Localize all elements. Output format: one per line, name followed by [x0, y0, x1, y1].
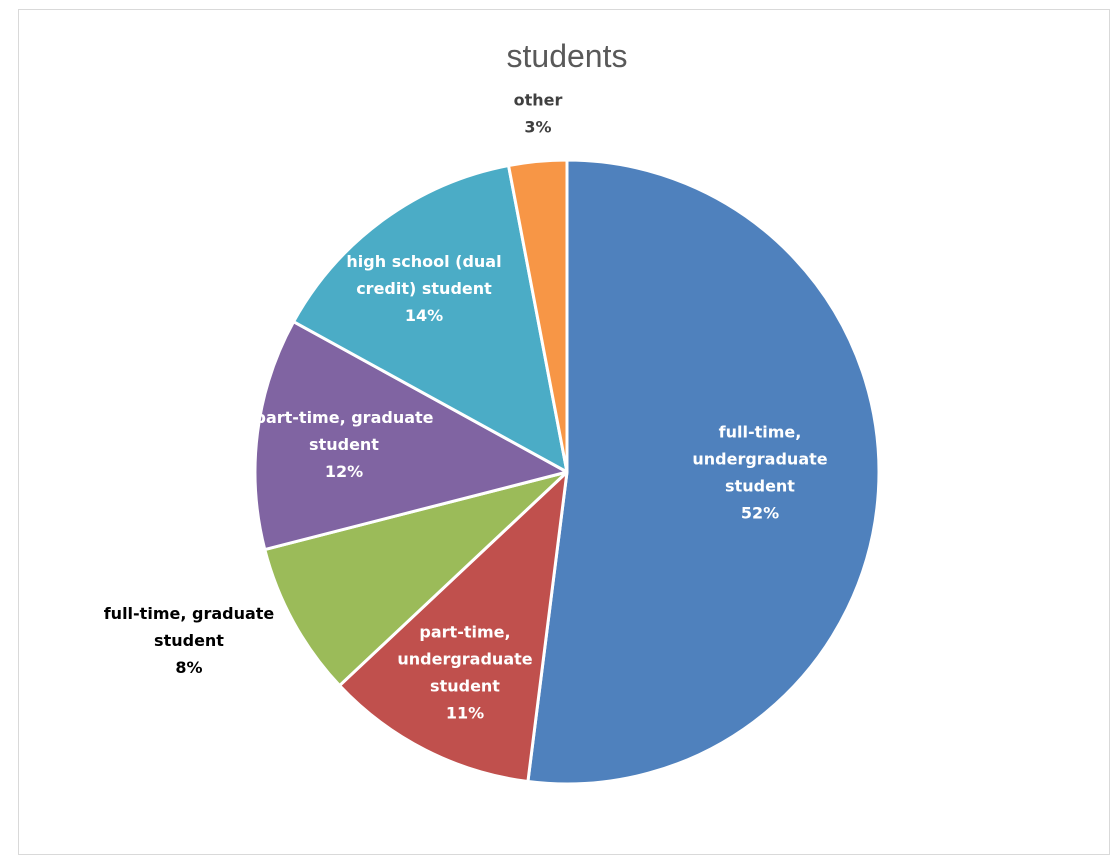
pie-slice	[338, 470, 569, 784]
slice-label: full-time, undergraduate student 52%	[692, 423, 827, 523]
slice-label-line: 8%	[175, 658, 202, 677]
slice-label-line: student	[309, 435, 379, 454]
slice-label: part-time, graduate student 12%	[254, 408, 433, 481]
slice-label-line: student	[430, 677, 500, 696]
pie-slice	[526, 158, 881, 786]
data-labels: full-time, undergraduate student 52% part-ti…	[104, 91, 828, 723]
chart-title: students	[507, 38, 628, 74]
slice-label-line: student	[725, 477, 795, 496]
pie-slice	[253, 320, 569, 552]
slice-label-line: part-time, graduate	[254, 408, 433, 427]
pie-slices	[253, 158, 881, 786]
slice-label: high school (dual credit) student 14%	[346, 252, 501, 325]
slice-label-line: undergraduate	[692, 450, 827, 469]
slice-label-line: full-time, graduate	[104, 604, 275, 623]
slice-label-line: part-time,	[419, 623, 510, 642]
slice-label-line: 3%	[524, 118, 551, 137]
slice-label-line: credit) student	[356, 279, 492, 298]
slice-label-line: 11%	[446, 704, 484, 723]
pie-slice	[507, 158, 569, 474]
slice-label-line: other	[514, 91, 563, 110]
pie-slice	[263, 470, 569, 688]
slice-label: full-time, graduate student 8%	[104, 604, 275, 677]
slice-label-line: full-time,	[719, 423, 802, 442]
slice-label: part-time, undergraduate student 11%	[397, 623, 532, 723]
slice-label-line: high school (dual	[346, 252, 501, 271]
pie-slice	[292, 164, 569, 474]
slice-label-line: student	[154, 631, 224, 650]
slice-label-line: undergraduate	[397, 650, 532, 669]
slice-label-line: 14%	[405, 306, 443, 325]
slice-label-line: 12%	[325, 462, 363, 481]
slice-label: other 3%	[514, 91, 563, 137]
slice-label-line: 52%	[741, 504, 779, 523]
